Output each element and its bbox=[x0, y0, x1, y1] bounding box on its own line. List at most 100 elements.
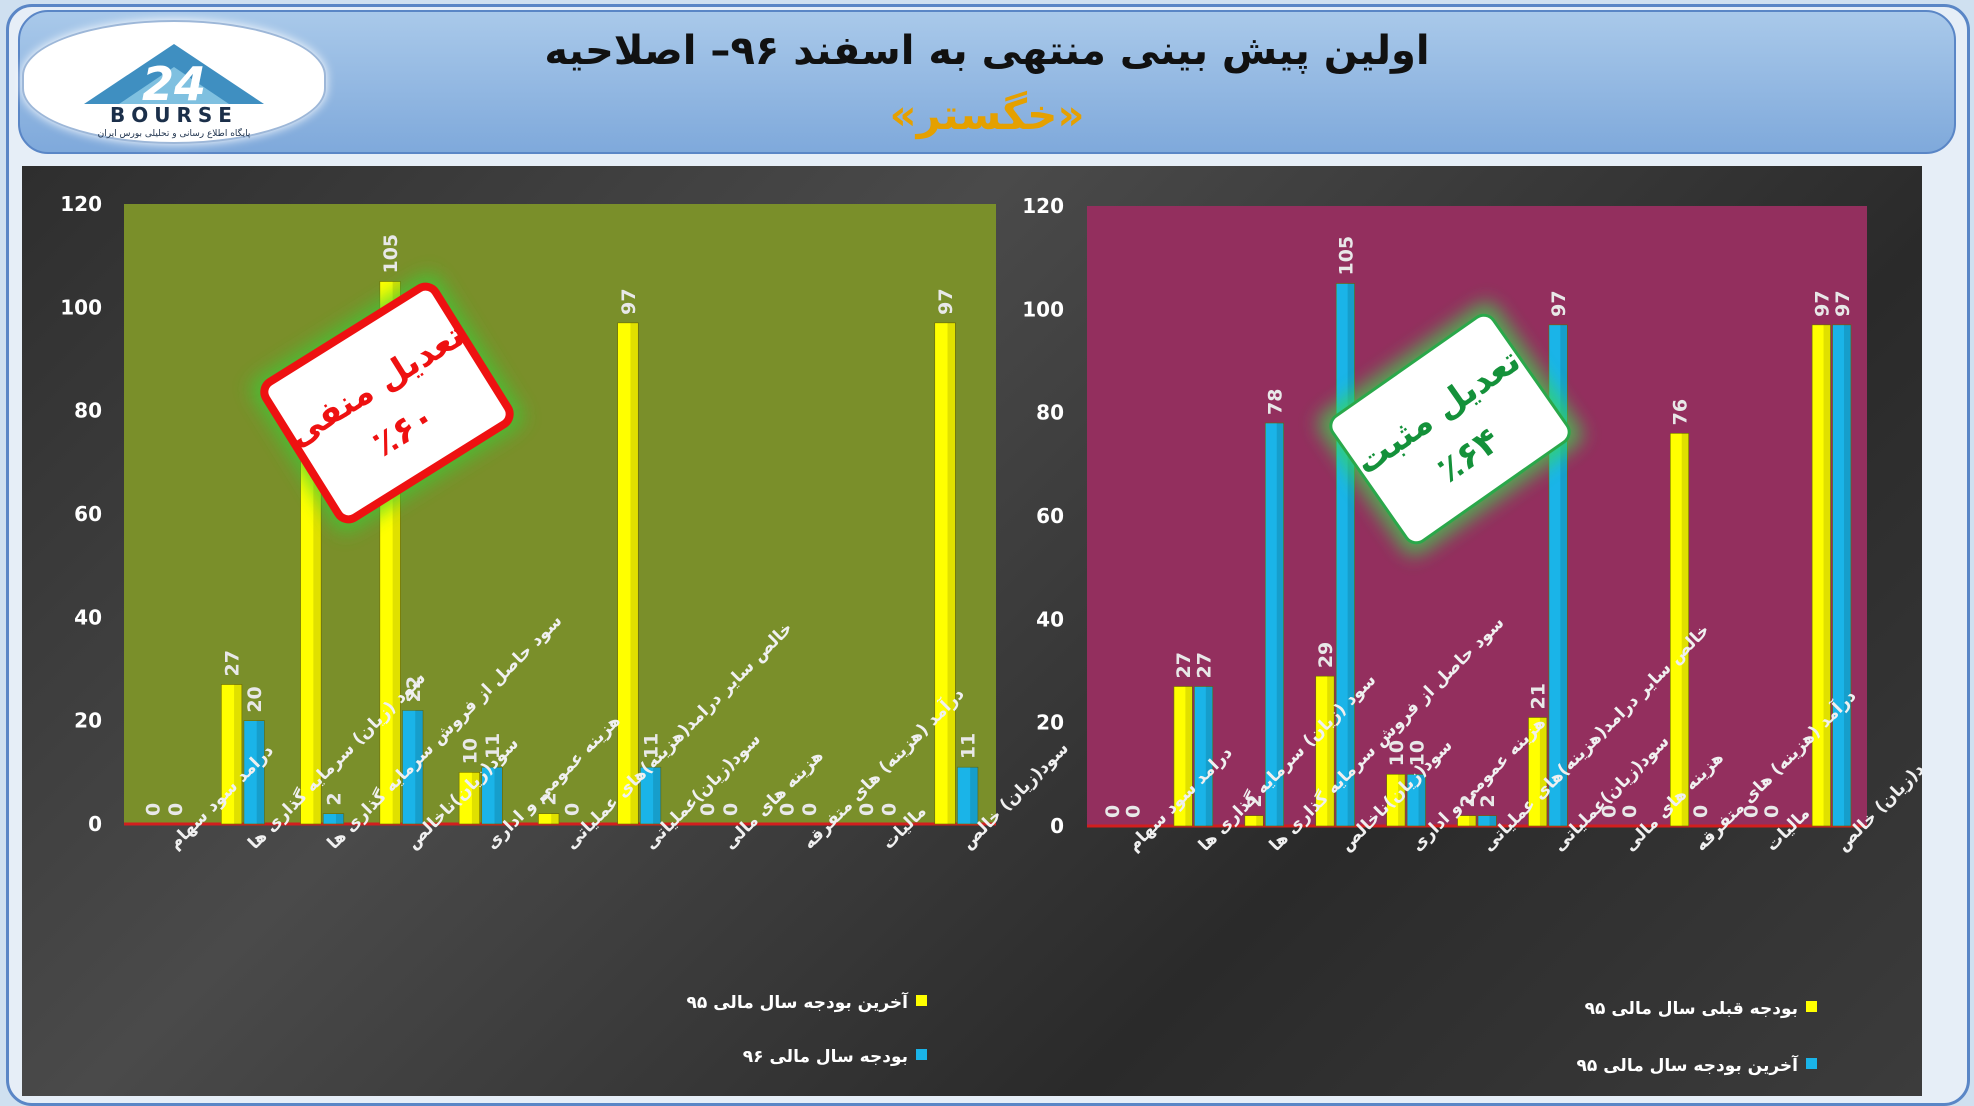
data-label: 0 bbox=[165, 803, 187, 816]
bar-shade bbox=[1398, 774, 1406, 826]
legend-marker bbox=[1806, 1058, 1817, 1069]
bar-shade bbox=[494, 767, 503, 824]
logo-text: BOURSE bbox=[110, 103, 238, 127]
y-tick-label: 0 bbox=[88, 812, 102, 836]
bar bbox=[322, 813, 345, 825]
bar-shade bbox=[313, 421, 322, 824]
data-label: 2 bbox=[323, 792, 345, 805]
bar-shade bbox=[234, 684, 242, 824]
bar-shade bbox=[256, 720, 265, 824]
legend-label: آخرین بودجه سال مالی ۹۵ bbox=[687, 991, 910, 1013]
bar-shade bbox=[653, 767, 661, 824]
y-tick-label: 40 bbox=[1036, 607, 1064, 631]
logo-caption: پایگاه اطلاع رسانی و تحلیلی بورس ایران bbox=[98, 127, 251, 139]
bar bbox=[934, 322, 956, 825]
data-label: 0 bbox=[878, 803, 900, 816]
data-label: 27 bbox=[1173, 652, 1195, 678]
data-label: 27 bbox=[1194, 652, 1216, 678]
y-tick-label: 100 bbox=[60, 295, 102, 319]
bar bbox=[1477, 815, 1497, 827]
data-label: 21 bbox=[1528, 683, 1550, 709]
bar bbox=[1264, 422, 1285, 827]
data-label: 76 bbox=[1670, 399, 1692, 425]
bar bbox=[538, 813, 560, 825]
bar bbox=[1315, 675, 1335, 827]
data-label: 0 bbox=[1690, 805, 1712, 818]
bar-shade bbox=[1256, 815, 1264, 826]
bar bbox=[1669, 433, 1690, 827]
page-subtitle: «خگستر» bbox=[889, 90, 1085, 139]
page-title: اولین پیش بینی منتهی به اسفند ۹۶– اصلاحی… bbox=[544, 28, 1430, 74]
data-label: 0 bbox=[561, 803, 583, 816]
legend-label: بودجه قبلی سال مالی ۹۵ bbox=[1585, 999, 1798, 1019]
data-label: 2 bbox=[1244, 794, 1266, 807]
data-label: 0 bbox=[1599, 805, 1621, 818]
y-tick-label: 60 bbox=[1036, 504, 1064, 528]
bar bbox=[1194, 686, 1214, 827]
data-label: 97 bbox=[1811, 290, 1833, 316]
data-label: 0 bbox=[799, 803, 821, 816]
data-label: 11 bbox=[482, 733, 504, 759]
plot-area bbox=[124, 204, 996, 824]
data-label: 2 bbox=[1457, 794, 1479, 807]
data-label: 0 bbox=[1102, 805, 1124, 818]
bar-shade bbox=[335, 813, 344, 824]
y-tick-label: 60 bbox=[74, 502, 102, 526]
bar bbox=[957, 766, 979, 825]
data-label: 0 bbox=[697, 803, 719, 816]
bar bbox=[1244, 815, 1264, 827]
bar bbox=[639, 766, 662, 825]
bar-shade bbox=[1418, 774, 1426, 826]
data-label: 0 bbox=[1761, 805, 1783, 818]
data-label: 0 bbox=[1619, 805, 1641, 818]
bar-shade bbox=[1327, 676, 1335, 826]
data-label: 2 bbox=[539, 792, 561, 805]
logo-number: 24 bbox=[142, 57, 206, 111]
data-label: 0 bbox=[1740, 805, 1762, 818]
data-label: 10 bbox=[1406, 740, 1428, 766]
bar-shade bbox=[947, 322, 956, 824]
adjustment-stamp: تعدیل منفی٪۶۰ bbox=[251, 273, 523, 533]
legend-label: آخرین بودجه سال مالی ۹۵ bbox=[1577, 1054, 1800, 1076]
data-label: 22 bbox=[403, 676, 425, 702]
bar-shade bbox=[1843, 324, 1851, 826]
bar bbox=[220, 684, 243, 825]
bar-shade bbox=[415, 710, 424, 824]
y-tick-label: 20 bbox=[1036, 711, 1064, 735]
bar bbox=[1173, 686, 1193, 827]
data-label: 105 bbox=[1335, 236, 1357, 276]
logo: 24 BOURSE پایگاه اطلاع رسانی و تحلیلی بو… bbox=[22, 20, 326, 144]
legend-marker bbox=[916, 995, 927, 1006]
data-label: 10 bbox=[459, 738, 481, 764]
bar bbox=[1386, 774, 1406, 827]
charts-svg: 0204060801001200277810510297000970202221… bbox=[60, 192, 1948, 1076]
bar-shade bbox=[1276, 423, 1284, 826]
data-label: 97 bbox=[618, 288, 640, 314]
data-label: 105 bbox=[380, 234, 402, 274]
bar bbox=[402, 710, 424, 825]
data-label: 0 bbox=[720, 803, 742, 816]
bar bbox=[1811, 324, 1831, 827]
data-label: 29 bbox=[1315, 642, 1337, 668]
bar bbox=[243, 720, 265, 825]
bar-shade bbox=[551, 813, 559, 824]
charts-panel: 0204060801001200277810510297000970202221… bbox=[22, 166, 1948, 1096]
data-label: 97 bbox=[1832, 290, 1854, 316]
y-tick-label: 100 bbox=[1022, 297, 1064, 321]
chart-left: 0204060801001200277810510297000970202221… bbox=[60, 192, 1073, 1067]
data-label: 97 bbox=[935, 288, 957, 314]
bar bbox=[481, 766, 503, 825]
bar bbox=[1406, 774, 1426, 827]
bar-shade bbox=[1681, 433, 1689, 826]
data-label: 27 bbox=[222, 650, 244, 676]
data-label: 11 bbox=[641, 733, 663, 759]
legend-label: بودجه سال مالی ۹۶ bbox=[743, 1047, 908, 1067]
bar-shade bbox=[1185, 686, 1193, 826]
y-tick-label: 80 bbox=[1036, 401, 1064, 425]
bar-shade bbox=[1539, 717, 1547, 826]
data-label: 0 bbox=[142, 803, 164, 816]
chart-right: 0204060801001200272291022107609702778105… bbox=[1022, 194, 1948, 1076]
bar bbox=[1528, 717, 1548, 827]
y-tick-label: 40 bbox=[74, 605, 102, 629]
legend-marker bbox=[1806, 1001, 1817, 1012]
